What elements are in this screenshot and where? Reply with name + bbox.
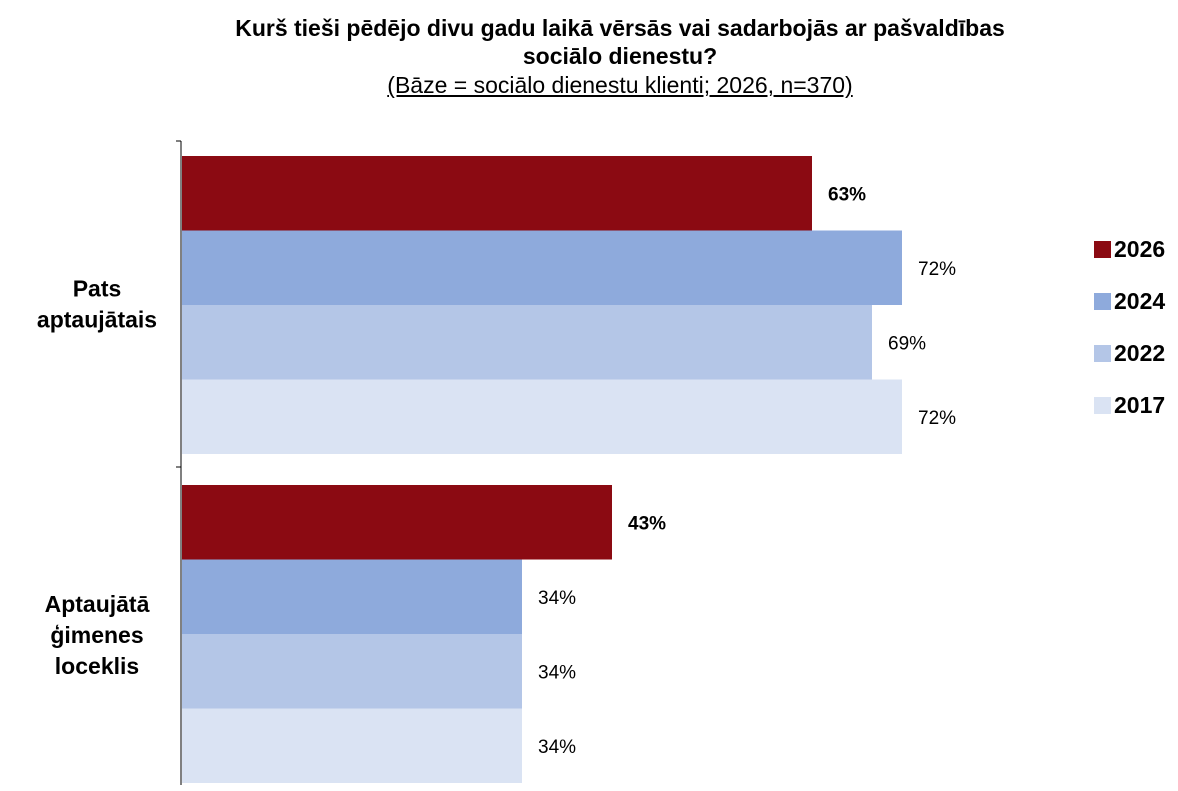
category-label-1-line-1: ģimenes — [50, 622, 143, 648]
category-label-1-line-0: Aptaujātā — [45, 591, 150, 617]
bar-pats-2022 — [182, 305, 872, 380]
legend-label-2022: 2022 — [1114, 340, 1165, 366]
chart-title: Kurš tieši pēdējo divu gadu laikā vērsās… — [235, 15, 1005, 69]
data-label-0-2024: 72% — [918, 259, 956, 280]
data-label-0-2017: 72% — [918, 408, 956, 429]
legend-swatch-2026 — [1094, 241, 1111, 258]
chart-title-block: Kurš tieši pēdējo divu gadu laikā vērsās… — [150, 14, 1090, 99]
data-label-1-2017: 34% — [538, 737, 576, 758]
data-label-1-2022: 34% — [538, 662, 576, 683]
legend-label-2024: 2024 — [1114, 288, 1165, 314]
data-label-0-2026: 63% — [828, 184, 866, 205]
bar-gimenes-2017 — [182, 708, 522, 783]
bar-pats-2026 — [182, 156, 812, 231]
bar-pats-2024 — [182, 230, 902, 305]
category-label-0-line-0: Pats — [73, 276, 122, 302]
bar-gimenes-2026 — [182, 485, 612, 560]
data-label-1-2024: 34% — [538, 588, 576, 609]
bar-gimenes-2022 — [182, 634, 522, 709]
bar-pats-2017 — [182, 379, 902, 454]
data-label-1-2026: 43% — [628, 513, 666, 534]
legend-swatch-2024 — [1094, 293, 1111, 310]
legend-label-2026: 2026 — [1114, 236, 1165, 262]
bar-gimenes-2024 — [182, 559, 522, 634]
data-label-0-2022: 69% — [888, 333, 926, 354]
category-label-0-line-1: aptaujātais — [37, 307, 157, 333]
chart-subtitle: (Bāze = sociālo dienestu klienti; 2026, … — [387, 72, 853, 98]
legend-swatch-2022 — [1094, 345, 1111, 362]
legend-label-2017: 2017 — [1114, 392, 1165, 418]
legend-swatch-2017 — [1094, 397, 1111, 414]
category-label-1-line-2: loceklis — [55, 653, 139, 679]
